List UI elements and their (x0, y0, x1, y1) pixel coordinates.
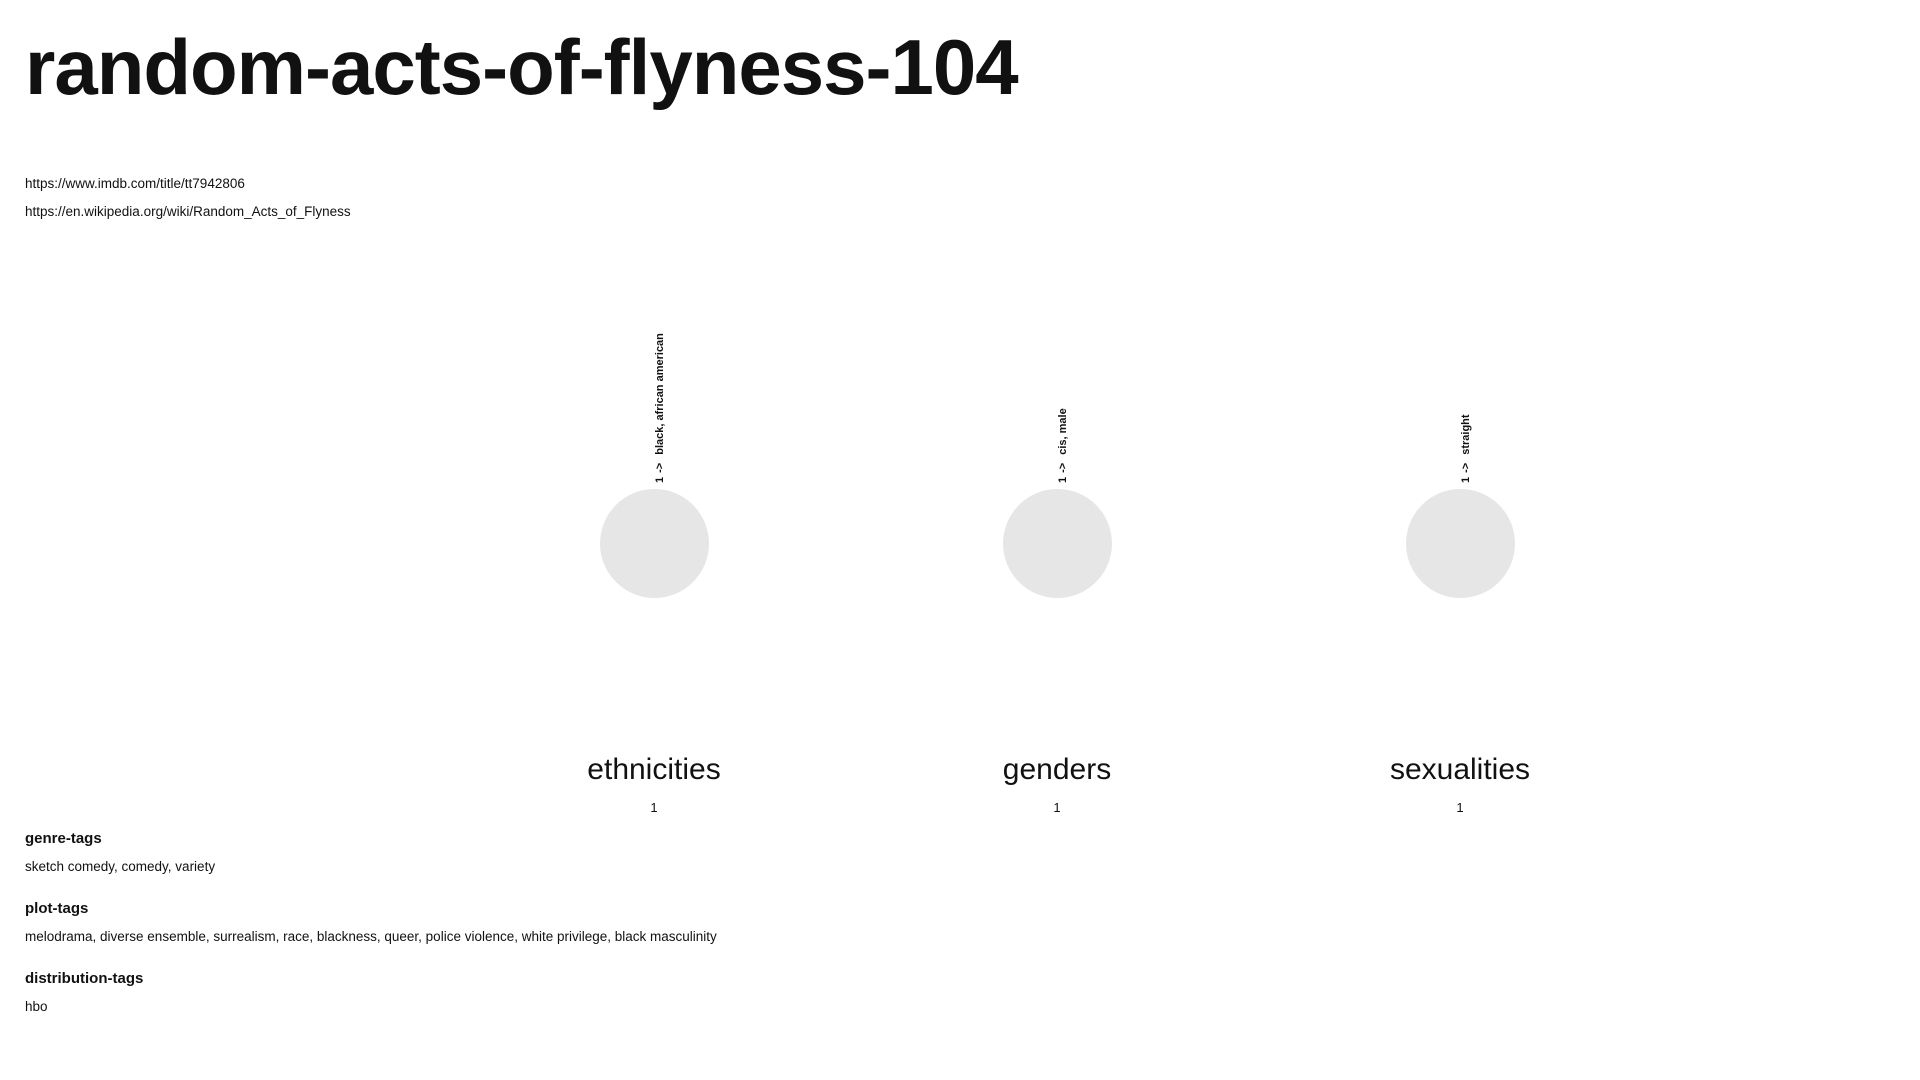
sexualities-group: 1 -> straight sexualities 1 (1310, 0, 1610, 840)
tag-section: genre-tags sketch comedy, comedy, variet… (25, 830, 717, 1040)
genders-count: 1 (1053, 800, 1061, 815)
ethnicities-count: 1 (650, 800, 658, 815)
ethnicities-item-name: black, african american (654, 333, 666, 455)
genre-tags-heading: genre-tags (25, 830, 102, 847)
sexualities-heading: sexualities (1389, 753, 1531, 786)
genre-tags-block: genre-tags sketch comedy, comedy, variet… (25, 830, 717, 874)
genders-heading: genders (1002, 753, 1112, 786)
distribution-tags-values: hbo (25, 999, 48, 1014)
page-title: random-acts-of-flyness-104 (25, 23, 1019, 111)
genders-item-name: cis, male (1057, 408, 1069, 455)
imdb-link[interactable]: https://www.imdb.com/title/tt7942806 (25, 176, 245, 191)
distribution-tags-block: distribution-tags hbo (25, 970, 717, 1014)
sexualities-count: 1 (1456, 800, 1464, 815)
genre-tags-values: sketch comedy, comedy, variety (25, 859, 216, 874)
plot-tags-block: plot-tags melodrama, diverse ensemble, s… (25, 900, 717, 944)
arrow-icon: -> (1057, 462, 1069, 473)
sexualities-item-name: straight (1460, 414, 1472, 455)
wikipedia-link[interactable]: https://en.wikipedia.org/wiki/Random_Act… (25, 204, 351, 219)
genders-item-count: 1 (1057, 476, 1069, 483)
genders-group: 1 -> cis, male genders 1 (907, 0, 1207, 840)
genders-circle[interactable] (1003, 489, 1112, 598)
ethnicities-group: 1 -> black, african american ethnicities 1 (504, 0, 804, 840)
ethnicities-item-label: 1 -> black, african american (654, 333, 666, 483)
arrow-icon: -> (1460, 462, 1472, 473)
ethnicities-heading: ethnicities (587, 753, 721, 786)
arrow-icon: -> (654, 462, 666, 473)
distribution-tags-heading: distribution-tags (25, 970, 144, 987)
ethnicities-circle[interactable] (600, 489, 709, 598)
sexualities-item-count: 1 (1460, 476, 1472, 483)
sexualities-circle[interactable] (1406, 489, 1515, 598)
plot-tags-values: melodrama, diverse ensemble, surrealism,… (25, 929, 717, 944)
link-list: https://www.imdb.com/title/tt7942806 htt… (25, 170, 351, 226)
sexualities-item-label: 1 -> straight (1460, 414, 1472, 483)
plot-tags-heading: plot-tags (25, 900, 89, 917)
genders-item-label: 1 -> cis, male (1057, 408, 1069, 483)
ethnicities-item-count: 1 (654, 476, 666, 483)
